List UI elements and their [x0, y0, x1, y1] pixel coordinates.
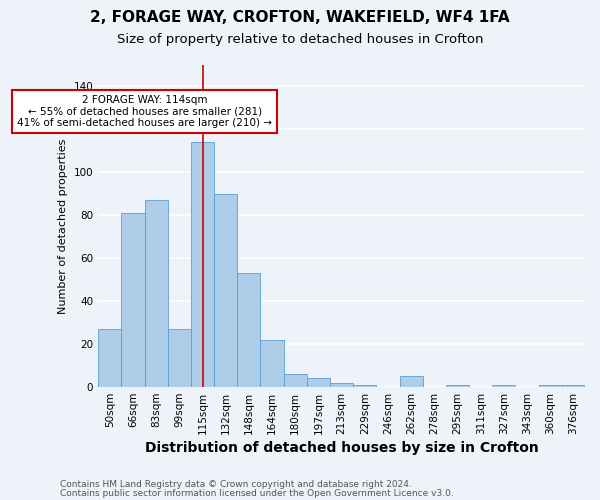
- Bar: [237, 274, 260, 387]
- Bar: [284, 374, 307, 387]
- Bar: [168, 329, 191, 387]
- Bar: [145, 200, 168, 387]
- Y-axis label: Number of detached properties: Number of detached properties: [58, 138, 68, 314]
- Text: Size of property relative to detached houses in Crofton: Size of property relative to detached ho…: [117, 32, 483, 46]
- Bar: [307, 378, 330, 387]
- Bar: [260, 340, 284, 387]
- Bar: [353, 385, 376, 387]
- Bar: [214, 194, 237, 387]
- Text: 2, FORAGE WAY, CROFTON, WAKEFIELD, WF4 1FA: 2, FORAGE WAY, CROFTON, WAKEFIELD, WF4 1…: [90, 10, 510, 25]
- Bar: [492, 385, 515, 387]
- Text: 2 FORAGE WAY: 114sqm
← 55% of detached houses are smaller (281)
41% of semi-deta: 2 FORAGE WAY: 114sqm ← 55% of detached h…: [17, 95, 272, 128]
- Bar: [562, 385, 585, 387]
- Bar: [539, 385, 562, 387]
- Bar: [191, 142, 214, 387]
- Bar: [98, 329, 121, 387]
- X-axis label: Distribution of detached houses by size in Crofton: Distribution of detached houses by size …: [145, 441, 538, 455]
- Bar: [400, 376, 423, 387]
- Bar: [121, 213, 145, 387]
- Bar: [446, 385, 469, 387]
- Bar: [330, 383, 353, 387]
- Text: Contains HM Land Registry data © Crown copyright and database right 2024.: Contains HM Land Registry data © Crown c…: [60, 480, 412, 489]
- Text: Contains public sector information licensed under the Open Government Licence v3: Contains public sector information licen…: [60, 489, 454, 498]
